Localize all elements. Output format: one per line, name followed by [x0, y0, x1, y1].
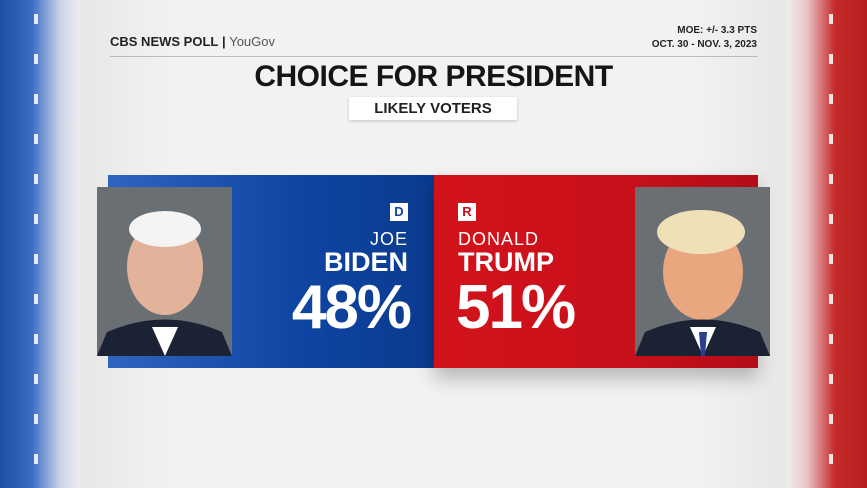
last-name: TRUMP — [458, 247, 554, 277]
stripe-dash — [34, 134, 38, 144]
title: CHOICE FOR PRESIDENT — [254, 60, 613, 93]
stripe-dash — [34, 294, 38, 304]
portrait — [97, 187, 232, 356]
dates: OCT. 30 - NOV. 3, 2023 — [651, 39, 757, 50]
first-name: JOE — [369, 229, 408, 249]
stripe-dash — [34, 14, 38, 24]
stripe-dash — [829, 374, 833, 384]
stripe-dash — [34, 174, 38, 184]
left-stripe — [0, 0, 80, 488]
stripe-dash — [34, 454, 38, 464]
stripe-dash — [829, 54, 833, 64]
party-badge: R — [458, 203, 476, 221]
brand-name: CBS NEWS POLL — [110, 34, 219, 49]
vote-share: 51% — [456, 273, 576, 342]
stripe-dash — [829, 294, 833, 304]
stripe-dash — [829, 254, 833, 264]
stripe-dash — [829, 94, 833, 104]
right-stripe — [787, 0, 867, 488]
partner: YouGov — [229, 34, 275, 49]
last-name: BIDEN — [323, 247, 408, 277]
stripe-dash — [34, 334, 38, 344]
stripe-dash — [829, 134, 833, 144]
portrait — [635, 187, 770, 356]
stripe-dash — [829, 14, 833, 24]
stripe-dash — [829, 334, 833, 344]
party-badge: D — [390, 203, 408, 221]
portrait-art — [97, 211, 232, 356]
stripe-dash — [829, 214, 833, 224]
stripe-dash — [34, 214, 38, 224]
stripe-dash — [34, 414, 38, 424]
stripe-dash — [34, 94, 38, 104]
stripe-dash — [34, 254, 38, 264]
stripe-dash — [34, 54, 38, 64]
subtitle: LIKELY VOTERS — [349, 97, 517, 120]
header-rule — [110, 56, 758, 57]
first-name: DONALD — [458, 229, 540, 249]
poll-info: MOE: +/- 3.3 PTS OCT. 30 - NOV. 3, 2023 — [652, 24, 757, 52]
moe: MOE: +/- 3.3 PTS — [677, 25, 757, 36]
stripe-dash — [829, 174, 833, 184]
stripe-dash — [829, 454, 833, 464]
brand: CBS NEWS POLL | YouGov — [110, 34, 275, 49]
portrait-art — [635, 210, 770, 356]
stripe-dash — [34, 374, 38, 384]
vote-share: 48% — [291, 273, 412, 342]
stripe-dash — [829, 414, 833, 424]
